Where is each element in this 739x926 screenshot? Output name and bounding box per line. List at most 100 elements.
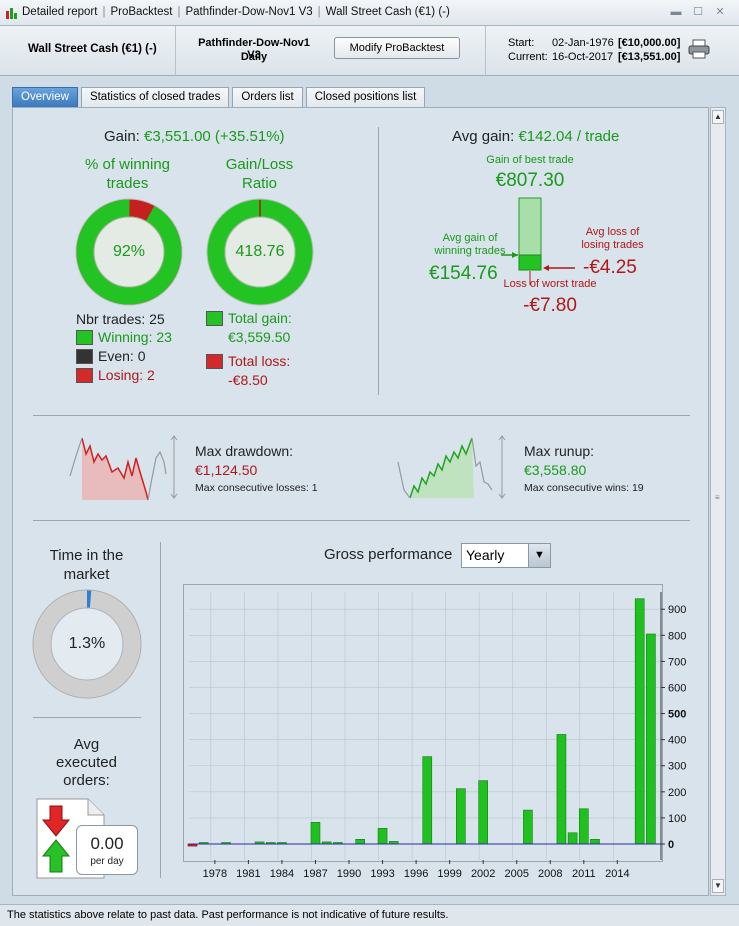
x-tick-label: 1999 <box>437 868 461 880</box>
scroll-up-icon[interactable]: ▲ <box>712 110 724 124</box>
y-tick-label: 900 <box>668 604 686 616</box>
ratio-title: Gain/Loss Ratio <box>202 155 317 193</box>
avg-loss-label-2: losing trades <box>581 239 644 251</box>
header-instrument-cell: Wall Street Cash (€1) (-) <box>0 26 176 76</box>
window-controls: ▬ ☐ ✕ <box>669 5 733 21</box>
start-label: Start: <box>508 37 535 49</box>
avg-win-value: €154.76 <box>429 263 498 284</box>
drawdown-label: Max drawdown: <box>195 443 294 459</box>
bar-1991 <box>355 839 365 845</box>
tab-statistics-closed-trades[interactable]: Statistics of closed trades <box>80 87 230 107</box>
orders-unit: per day <box>90 856 124 867</box>
orders-value: 0.00 <box>90 834 124 853</box>
y-tick-label: 700 <box>668 656 686 668</box>
bar-2017 <box>646 633 656 845</box>
minimize-icon[interactable]: ▬ <box>670 6 682 18</box>
drawdown-sub: Max consecutive losses: 1 <box>195 482 318 494</box>
y-tick-label: 200 <box>668 787 686 799</box>
x-tick-label: 1990 <box>337 868 361 880</box>
chevron-down-icon[interactable]: ▼ <box>528 544 550 567</box>
runup-value: €3,558.80 <box>524 462 587 478</box>
winning-donut <box>75 198 183 306</box>
close-icon[interactable]: ✕ <box>715 6 725 18</box>
winning-title-1: % of winning <box>84 156 171 173</box>
bar-2011 <box>578 808 589 845</box>
start-value: [€10,000.00] <box>618 37 681 49</box>
x-tick-label: 1996 <box>404 868 428 880</box>
best-trade-label: Gain of best trade <box>486 154 574 166</box>
current-date: 16-Oct-2017 <box>552 51 614 63</box>
divider-2 <box>33 520 690 521</box>
runup-sub: Max consecutive wins: 19 <box>524 482 644 494</box>
divider-vertical-bottom <box>160 542 161 878</box>
bar-2006 <box>523 809 533 845</box>
winning-pct-title: % of winning trades <box>70 155 185 193</box>
x-tick-label: 2005 <box>504 868 528 880</box>
print-icon[interactable] <box>688 39 710 59</box>
instrument-name: Wall Street Cash (€1) (-) <box>28 43 157 55</box>
modify-probacktest-button[interactable]: Modify ProBacktest <box>334 37 460 59</box>
scroll-grip-icon[interactable]: ≡ <box>715 493 720 502</box>
orders-value-box <box>76 825 138 875</box>
tab-overview[interactable]: Overview <box>12 87 78 107</box>
winning-title-2: trades <box>106 175 149 192</box>
winning-count: Winning: 23 <box>98 329 172 345</box>
market-value: 1.3% <box>68 635 106 652</box>
crumb-instrument[interactable]: Wall Street Cash (€1) (-) <box>325 6 450 18</box>
market-donut <box>32 589 142 699</box>
losing-count: Losing: 2 <box>98 367 155 383</box>
gross-performance-chart: 0 100 200 300 400 500 600 700 800 900 1978 1981 1984… <box>187 592 686 880</box>
crumb-detailed-report[interactable]: Detailed report <box>22 6 98 18</box>
scroll-down-icon[interactable]: ▼ <box>712 879 724 893</box>
market-title: Time in the market <box>35 546 138 584</box>
timeframe: Daily <box>240 51 268 63</box>
avg-win-label-2: winning trades <box>434 245 506 257</box>
y-tick-label: 800 <box>668 630 686 642</box>
orders-title: Avg executed orders: <box>35 736 138 790</box>
period-dropdown[interactable]: Yearly ▼ <box>461 543 551 568</box>
bar-1993 <box>377 828 388 845</box>
x-tick-label: 2011 <box>572 868 596 880</box>
winning-pct-value: 92% <box>112 243 146 260</box>
crumb-system[interactable]: Pathfinder-Dow-Nov1 V3 <box>185 6 313 18</box>
tab-closed-positions[interactable]: Closed positions list <box>305 87 426 107</box>
ratio-value: 418.76 <box>235 243 285 260</box>
x-tick-label: 2002 <box>471 868 495 880</box>
worst-trade-label: Loss of worst trade <box>503 278 597 290</box>
bar-1997 <box>422 756 433 845</box>
avg-win-label: Avg gain of winning trades <box>420 232 520 258</box>
maximize-icon[interactable]: ☐ <box>693 6 703 18</box>
vertical-scrollbar[interactable]: ▲ ≡ ▼ <box>710 107 726 896</box>
gain-line: Gain: €3,551.00 (+35.51%) <box>104 128 285 145</box>
total-gain-swatch <box>206 311 223 326</box>
market-title-2: market <box>63 566 110 583</box>
disclaimer-footer: The statistics above relate to past data… <box>0 904 739 926</box>
total-loss-swatch <box>206 354 223 369</box>
bar-2000 <box>456 788 466 845</box>
bar-2012 <box>590 839 600 845</box>
x-tick-label: 1978 <box>203 868 227 880</box>
perf-title: Gross performance <box>324 546 453 563</box>
x-tick-label: 1993 <box>370 868 394 880</box>
y-tick-label: 300 <box>668 761 686 773</box>
total-loss-value: -€8.50 <box>228 372 268 388</box>
header-system-cell: Pathfinder-Dow-Nov1 V3 Daily Modify ProB… <box>176 26 486 76</box>
tab-orders-list[interactable]: Orders list <box>232 87 303 107</box>
breadcrumb: Detailed report | ProBacktest | Pathfinder-D… <box>22 6 450 18</box>
system-name: Pathfinder-Dow-Nov1 V3 <box>198 37 310 61</box>
title-bar: Detailed report | ProBacktest | Pathfinder-D… <box>0 0 739 26</box>
runup-mini-chart <box>397 435 506 499</box>
bar-2009 <box>556 734 567 845</box>
market-donut-arc <box>33 590 141 698</box>
avg-gain-bar-diagram <box>501 197 575 285</box>
x-tick-label: 2008 <box>538 868 562 880</box>
best-trade-value: €807.30 <box>495 170 565 191</box>
ratio-title-1: Gain/Loss <box>225 156 294 173</box>
runup-label: Max runup: <box>524 443 595 459</box>
winning-swatch <box>76 330 93 345</box>
market-title-1: Time in the <box>49 547 124 564</box>
crumb-probacktest[interactable]: ProBacktest <box>110 6 173 18</box>
current-value: [€13,551.00] <box>618 51 681 63</box>
y-tick-label: 500 <box>668 709 686 721</box>
divider-1 <box>33 415 690 416</box>
